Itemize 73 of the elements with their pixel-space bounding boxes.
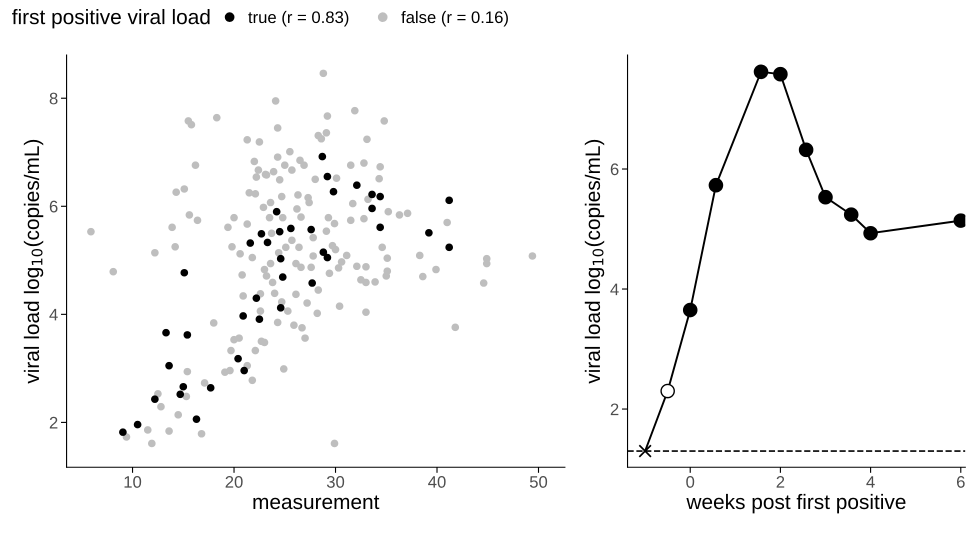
point [708,178,724,192]
point [308,279,316,287]
point [330,188,338,196]
point [151,395,159,403]
point [798,142,814,158]
x-axis-title: measurement [253,496,380,510]
point [376,224,384,232]
point [276,228,284,236]
point [192,415,200,423]
point [272,208,280,216]
point [324,172,332,180]
x-tick-label: 20 [226,476,243,488]
point [445,244,453,252]
point [773,66,788,82]
point [184,331,192,339]
point [252,294,260,302]
x-tick-label: 10 [124,476,142,488]
point [638,444,652,458]
y-tick-label: 6 [50,200,58,212]
x-tick-label: 0 [686,476,694,488]
point [682,302,698,318]
y-tick-label: 8 [50,92,58,104]
point [368,190,376,198]
point [180,268,188,277]
x-tick-label: 4 [866,476,875,488]
point [276,304,285,312]
point [818,190,833,204]
point [287,224,295,232]
point [660,384,675,398]
point [445,196,453,204]
y-axis-title: viral load log$_{10}$(copies/mL) [24,140,44,384]
point [246,239,254,247]
x-tick-label: 30 [326,476,344,488]
x-tick-label: 40 [428,476,446,488]
point [264,238,272,246]
point [165,362,173,370]
point [754,64,768,80]
y-axis-title: viral load log$_{10}$(copies/mL) [584,140,604,384]
x-axis-title: weeks post first positive [686,494,906,514]
point [179,382,188,391]
point [256,315,264,324]
point [353,181,361,190]
x-tick-label: 50 [530,476,548,488]
y-tick-label: 4 [610,284,619,296]
point [134,420,142,428]
legend-label: false (r = 0.16) [401,10,508,26]
point [863,226,878,241]
legend-label: true (r = 0.83) [248,10,348,26]
point [234,354,242,362]
point [376,192,384,200]
point [278,273,287,281]
point [206,384,214,392]
point [240,366,248,374]
point [258,230,266,238]
point [844,207,858,222]
point [425,228,433,237]
point [320,248,328,256]
legend-title: first positive viral load [12,8,210,28]
x-tick-label: 2 [776,476,784,488]
y-tick-label: 4 [49,308,58,320]
y-tick-label: 6 [610,163,618,176]
point [276,254,285,262]
y-tick-label: 2 [50,416,58,428]
y-tick-label: 2 [610,403,618,416]
point [318,152,326,160]
point [176,390,184,398]
point [119,428,127,436]
point [307,226,315,234]
point [239,312,247,320]
point [162,328,170,337]
x-tick-label: 6 [956,476,965,488]
point [368,204,376,212]
point [324,254,332,262]
